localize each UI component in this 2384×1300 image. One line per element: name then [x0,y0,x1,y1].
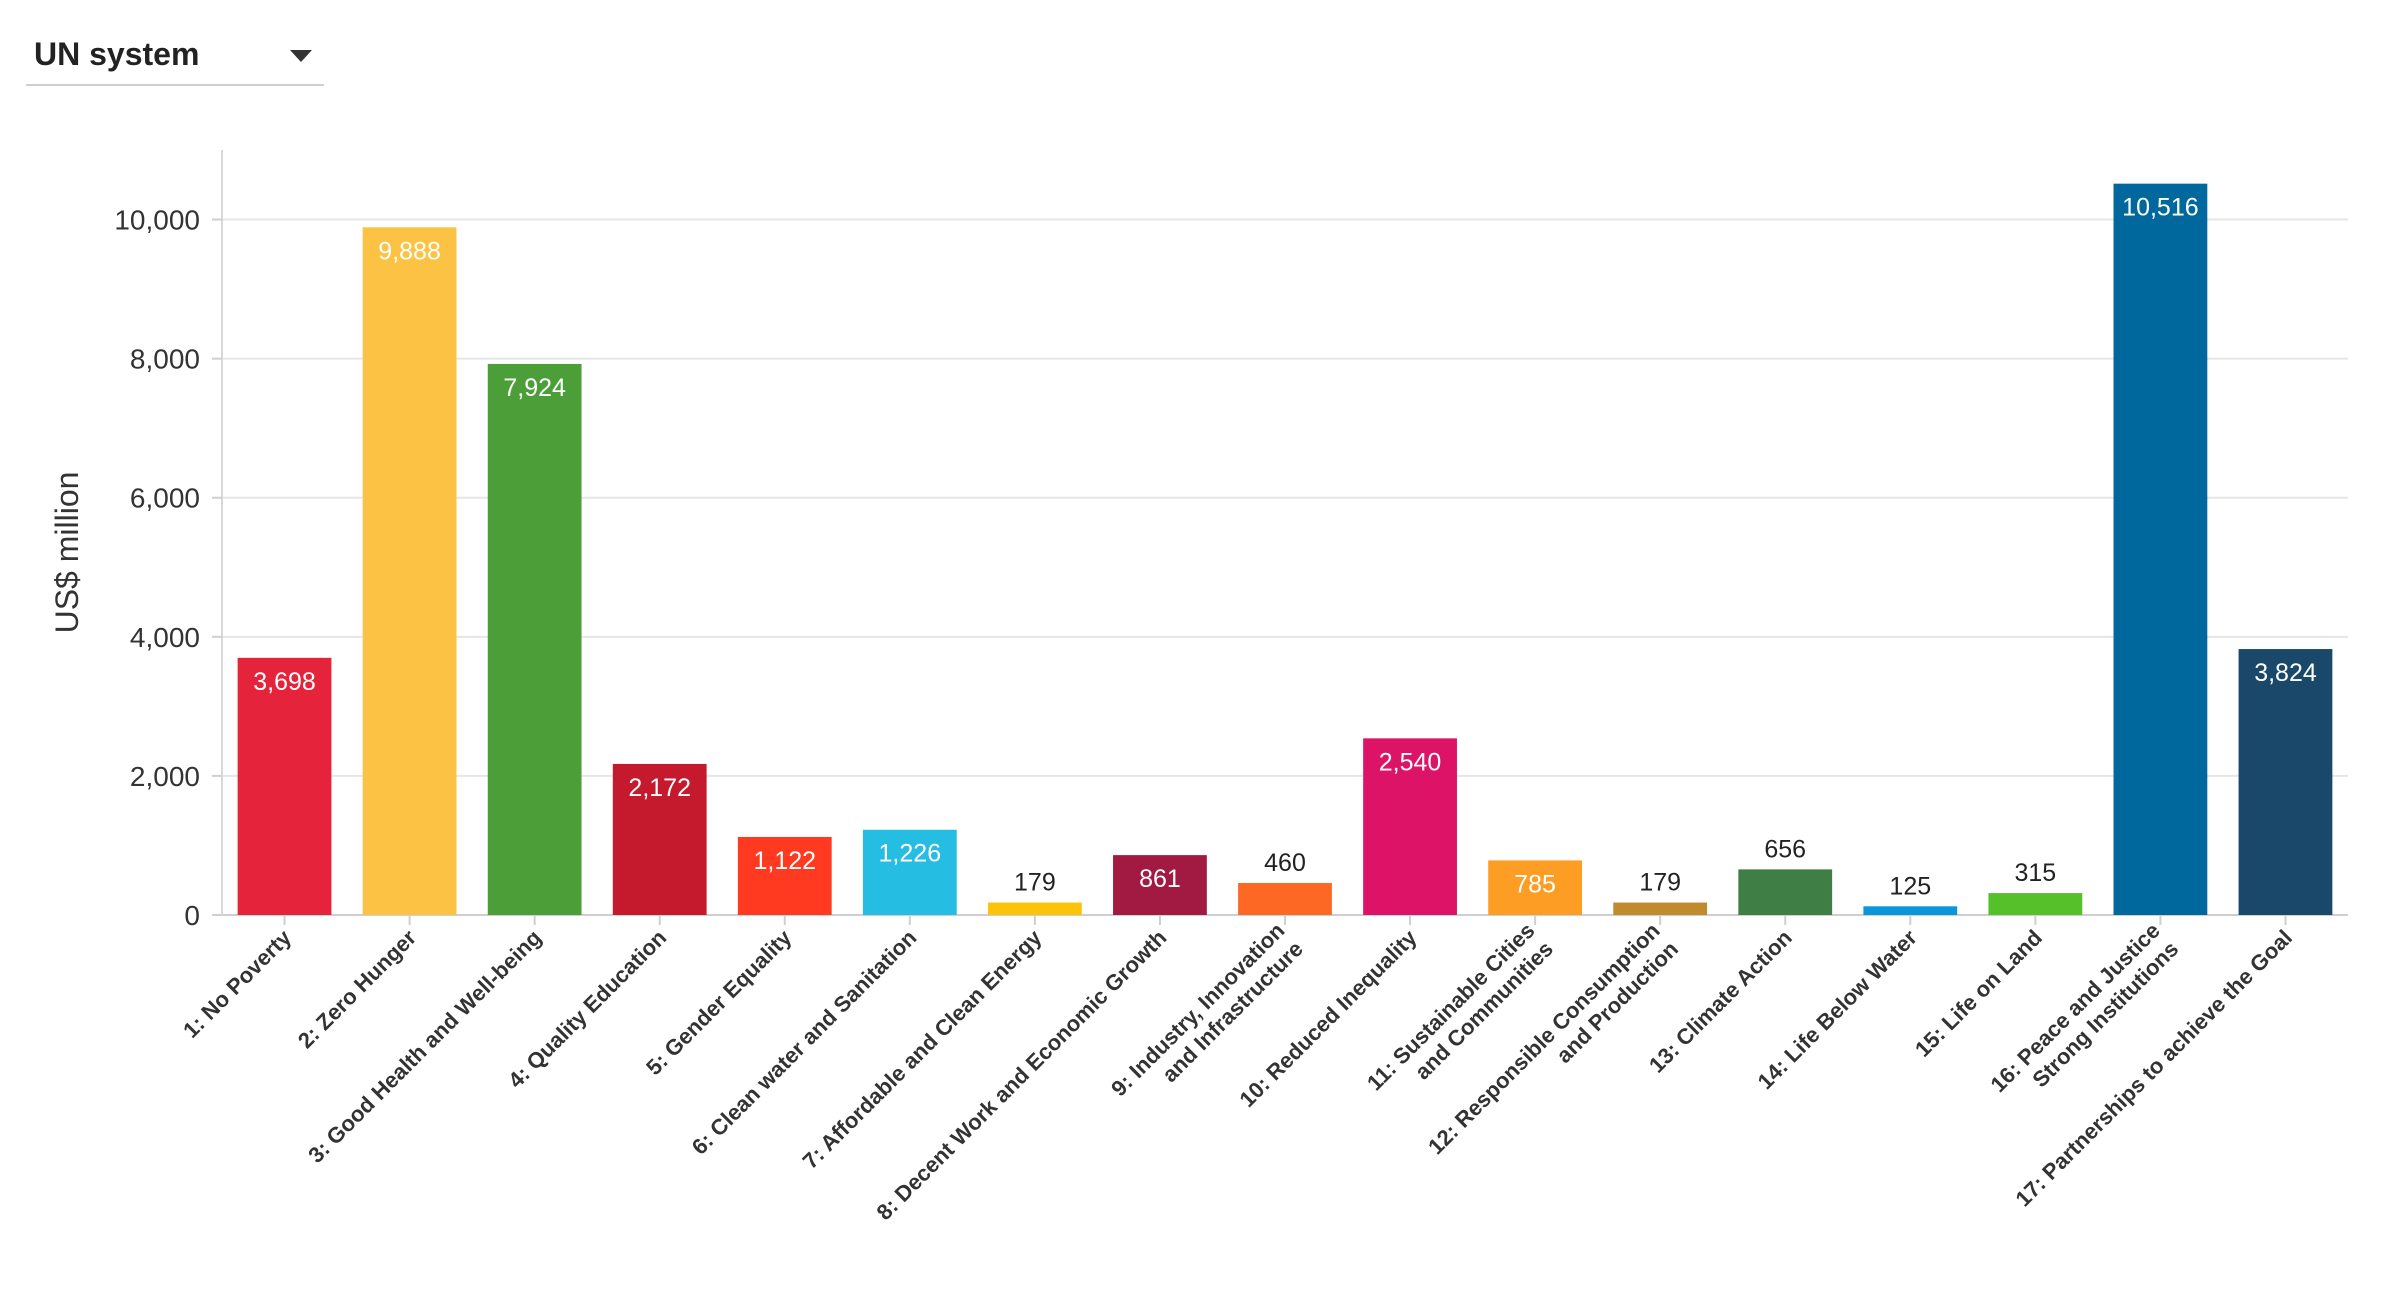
y-tick-label: 0 [184,900,200,931]
x-category-label: 3: Good Health and Well-being [303,925,546,1168]
bars: 3,698 9,888 7,924 2,172 1,122 1,226 179 861 460 2… [237,183,2333,916]
bar-value-label: 861 [1139,865,1181,893]
bar-value-label: 7,924 [503,374,566,402]
bar-value-label: 3,698 [253,668,316,696]
bar[interactable] [1738,869,1833,915]
bar[interactable] [1988,893,2083,915]
bar[interactable] [862,829,957,915]
bar-value-label: 315 [2014,859,2056,887]
chevron-down-icon[interactable] [290,50,312,62]
bar-value-label: 179 [1639,869,1681,897]
y-tick-label: 4,000 [130,622,200,653]
bar-value-label: 2,172 [628,774,691,802]
bar-value-label: 460 [1264,849,1306,877]
bar-value-label: 3,824 [2254,659,2317,687]
bar[interactable] [1488,860,1583,915]
y-tick-label: 10,000 [114,205,200,236]
bar[interactable] [1238,883,1332,915]
bar-value-label: 10,516 [2122,194,2198,222]
un-system-dropdown[interactable]: UN system [26,22,324,86]
y-tick-label: 8,000 [130,344,200,375]
bar[interactable] [237,657,332,915]
bar-value-label: 785 [1514,870,1556,898]
bar[interactable] [987,902,1082,915]
x-category-label: 6: Clean water and Sanitation [687,925,922,1160]
y-axis-title: US$ million [49,472,85,634]
bar-value-label: 1,226 [879,840,942,868]
bar-value-label: 179 [1014,869,1056,897]
bar[interactable] [1613,902,1708,915]
bar[interactable] [1863,906,1958,915]
dropdown-selected-value: UN system [34,36,200,72]
bar[interactable] [362,227,457,916]
y-axis: 0 2,000 4,000 6,000 8,000 10,000 [114,150,223,931]
bar[interactable] [2238,649,2333,915]
bar[interactable] [612,763,707,915]
bar[interactable] [487,363,582,915]
bar-value-label: 2,540 [1379,748,1442,776]
bar[interactable] [1363,738,1457,915]
y-tick-label: 2,000 [130,761,200,792]
bar[interactable] [2113,183,2208,915]
x-category-label: 2: Zero Hunger [293,925,422,1054]
bar-value-label: 656 [1764,835,1806,863]
x-category-label: 7: Affordable and Clean Energy [798,924,1047,1173]
bar-value-label: 125 [1889,872,1931,900]
bar-value-label: 9,888 [378,237,441,265]
bar-value-label: 1,122 [753,847,816,875]
x-category-label: 1: No Poverty [178,924,296,1042]
y-tick-label: 6,000 [130,483,200,514]
bar[interactable] [1113,855,1207,915]
bar[interactable] [737,836,832,915]
